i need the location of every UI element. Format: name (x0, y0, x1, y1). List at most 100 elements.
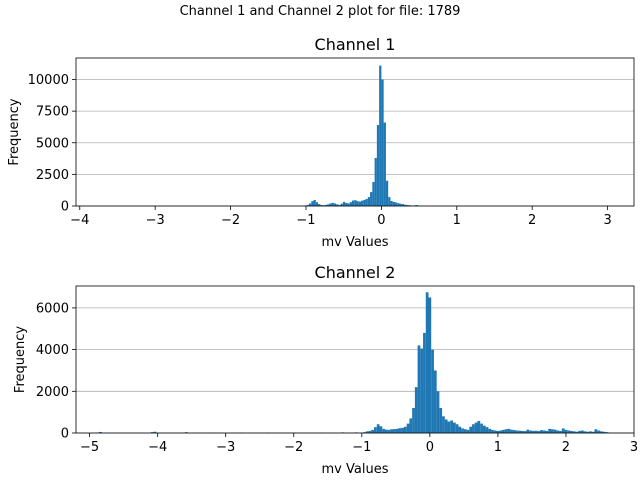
channel-2-bar (531, 430, 535, 433)
channel-1-ytick-label: 5000 (36, 136, 69, 151)
channel-2-bar (428, 297, 432, 433)
channel-2-bar (425, 292, 429, 433)
channel-1-ylabel: Frequency (7, 98, 22, 165)
channel-2-bar (384, 429, 388, 433)
channel-2-bar (455, 424, 459, 433)
channel-2-bar (597, 430, 600, 433)
channel-2-bar (474, 422, 478, 433)
channel-1-bar (338, 204, 341, 206)
channel-2-bar (589, 431, 592, 433)
channel-2-xtick-label: −3 (216, 440, 235, 455)
channel-1-bar (315, 202, 319, 206)
channel-2-axes-frame (75, 285, 635, 434)
channel-2-bar (510, 429, 513, 433)
channel-1-ytick-label: 10000 (28, 73, 69, 88)
channel-2-xtick-label: −1 (352, 440, 371, 455)
channel-2-xtick-label: 0 (426, 440, 434, 455)
channel-2-bar (368, 430, 372, 433)
channel-2-bar (526, 429, 530, 433)
channel-2-xtick-label: −4 (148, 440, 167, 455)
channel-2-bar (452, 422, 456, 433)
channel-2-bar (499, 430, 502, 433)
channel-1-bar (358, 201, 362, 206)
channel-1-bar (327, 204, 330, 206)
channel-2-xtick-label: −5 (80, 440, 99, 455)
channel-1-xtick-label: 2 (528, 213, 536, 228)
channel-1-bar (385, 180, 389, 206)
channel-2-bar (390, 429, 394, 433)
channel-2-bar (515, 430, 519, 433)
channel-2-bar (567, 430, 571, 433)
channel-2-bar (488, 428, 492, 433)
channel-1-bar (381, 79, 384, 206)
channel-2-bar (401, 427, 404, 433)
channel-1-bar (383, 122, 386, 206)
channel-1-bar (333, 203, 337, 206)
channel-2-bar (376, 424, 380, 433)
channel-2-bar (482, 425, 486, 433)
channel-2-bar (374, 427, 377, 433)
channel-2-bar (398, 428, 402, 433)
channel-2-ytick-label: 4000 (36, 343, 69, 358)
channel-2-bar (493, 430, 497, 433)
channel-1-ytick-label: 0 (61, 200, 69, 215)
channel-2-bar (406, 423, 410, 433)
channel-2-bar (537, 431, 541, 433)
channel-1-xtick-label: −1 (296, 213, 315, 228)
channel-2-bar (534, 430, 538, 433)
channel-2-bar (365, 431, 369, 433)
channel-2-bar (586, 431, 590, 433)
channel-2-bar (420, 348, 424, 433)
channel-2-bar (382, 428, 385, 433)
channel-1-ytick-label: 7500 (36, 105, 69, 120)
channel-2-bar (153, 431, 157, 433)
channel-1-xtick-label: 0 (377, 213, 385, 228)
channel-1-bar (392, 201, 395, 206)
channel-2-xtick-label: −2 (284, 440, 303, 455)
channel-1-bar (311, 201, 314, 206)
channel-1-bar (394, 202, 398, 206)
channel-2-bar (423, 332, 426, 433)
channel-1-axes-frame (75, 57, 635, 207)
channel-2-bar (393, 429, 396, 433)
channel-1-bar (356, 201, 359, 206)
channel-2-bar (439, 407, 443, 433)
channel-2-bar (469, 426, 473, 433)
channel-1-xtick-label: −4 (70, 213, 89, 228)
channel-2-bar (450, 420, 453, 433)
channel-1-bar (309, 203, 312, 206)
channel-1-bar (336, 204, 339, 206)
channel-2-bar (518, 430, 522, 433)
channel-2-bar (472, 424, 475, 433)
channel-2-bar (433, 370, 437, 433)
channel-2-bar (458, 426, 462, 433)
channel-2-xlabel: mv Values (322, 462, 389, 477)
channel-1-bar (329, 203, 332, 206)
channel-2-bar (417, 345, 421, 433)
channel-2-ytick-label: 0 (61, 427, 69, 442)
channel-1-bar (351, 200, 355, 206)
channel-2-bar (477, 420, 481, 433)
channel-2-bar (99, 431, 102, 433)
channel-2-bar (545, 430, 549, 433)
channel-2-bar (575, 431, 579, 433)
channel-1-histogram: −4 −3 −2 −1 0 1 2 3 0 2500 5000 7500 10000 Channel 1 m… (7, 35, 635, 250)
channel-2-bar (599, 431, 603, 433)
channel-2-bar (363, 432, 366, 433)
channel-1-bar (340, 203, 343, 206)
channel-2-bar (466, 429, 470, 433)
channel-2-bar (559, 430, 562, 433)
channel-1-bar (363, 199, 366, 206)
channel-1-bar (372, 181, 375, 206)
channel-2-bar (371, 429, 375, 433)
channel-2-bar (572, 431, 576, 433)
channel-2-bar (521, 430, 524, 433)
channel-2-bar (184, 432, 188, 433)
channel-2-ytick-label: 2000 (36, 385, 69, 400)
figure-suptitle: Channel 1 and Channel 2 plot for file: 1… (180, 4, 461, 19)
channel-1-bar (324, 204, 328, 206)
channel-2-bar (550, 429, 554, 433)
channel-1-xtick-label: −2 (221, 213, 240, 228)
